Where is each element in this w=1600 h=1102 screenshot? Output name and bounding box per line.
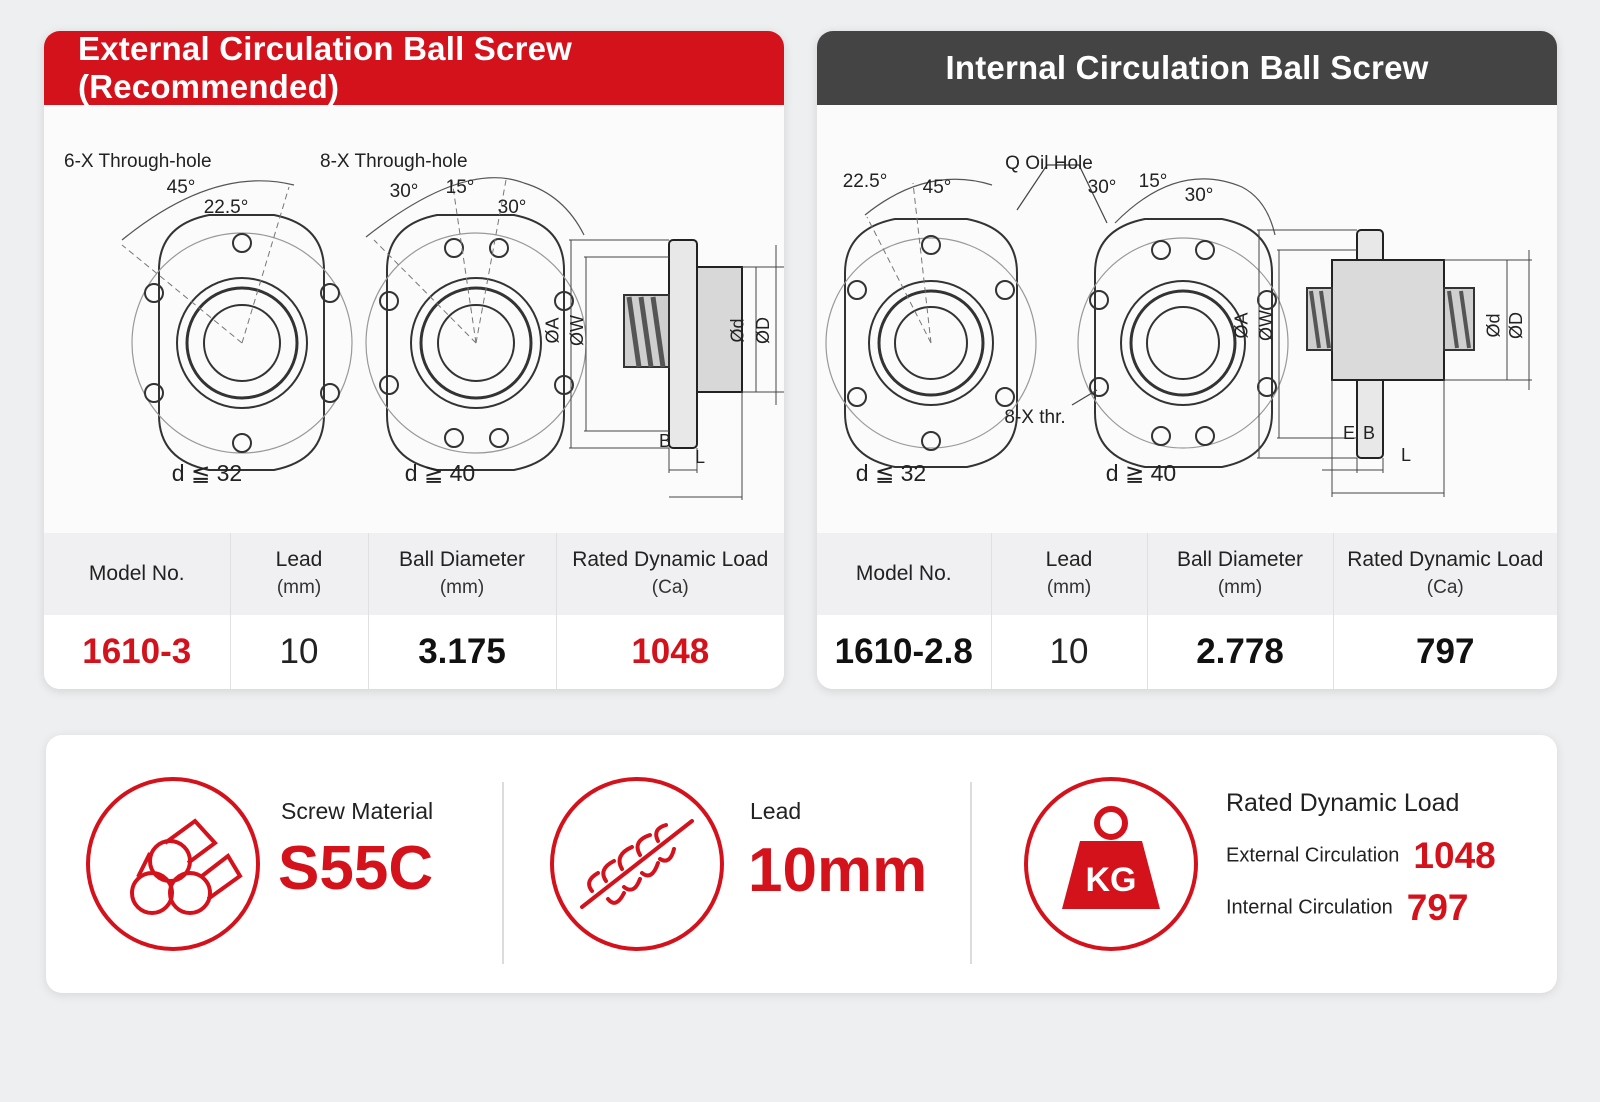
table-row: 1610-2.8 10 2.778 797 xyxy=(817,615,1557,689)
screw-icon xyxy=(550,777,724,951)
cell-rated-dynamic-load: 1048 xyxy=(556,615,784,689)
angle-30-label-a: 30° xyxy=(1087,177,1117,198)
load-internal-label: Internal Circulation xyxy=(1226,896,1393,919)
label-q-oil-hole: Q Oil Hole xyxy=(1005,153,1093,174)
label-8-x-through-hole: 8-X Through-hole xyxy=(320,151,468,172)
table-header-row: Model No. Lead (mm) Ball Diameter (mm) Rat… xyxy=(817,533,1557,615)
material-label: Screw Material xyxy=(281,798,434,824)
header-model-no: Model No. xyxy=(817,533,992,615)
dim-big-d-label: ØD xyxy=(1506,312,1526,339)
kg-icon-text: KG xyxy=(1086,861,1137,899)
angle-30-label-b: 30° xyxy=(497,197,527,218)
load-label: Rated Dynamic Load xyxy=(1226,789,1460,817)
cell-lead: 10 xyxy=(230,615,369,689)
external-drawing: 6-X Through-hole 8-X Through-hole 45° 22… xyxy=(44,105,784,533)
dim-big-d-label: ØD xyxy=(753,317,773,344)
header-ball-diameter: Ball Diameter (mm) xyxy=(368,533,557,615)
internal-technical-drawing xyxy=(825,164,1532,497)
dim-e-label: E xyxy=(1343,423,1356,443)
angle-45-label: 45° xyxy=(922,177,952,198)
header-rated-dynamic-load: Rated Dynamic Load (Ca) xyxy=(1333,533,1557,615)
kg-weight-icon: KG xyxy=(1024,777,1198,951)
label-8-x-thread: 8-X thr. xyxy=(1004,407,1066,428)
header-model-no: Model No. xyxy=(44,533,231,615)
cell-model-no: 1610-2.8 xyxy=(817,615,992,689)
dim-a-label: ØA xyxy=(1231,312,1252,339)
condition-d-ge-40: d ≧ 40 xyxy=(404,460,476,486)
condition-d-le-32: d ≦ 32 xyxy=(171,460,243,486)
dim-small-d-label: Ød xyxy=(1483,313,1504,338)
load-external-value: 1048 xyxy=(1413,835,1496,876)
feature-panel: Screw Material S55C Lead 10mm KG xyxy=(46,735,1557,993)
header-ball-diameter: Ball Diameter (mm) xyxy=(1147,533,1334,615)
condition-d-ge-40: d ≧ 40 xyxy=(1105,460,1177,486)
internal-drawing: Q Oil Hole 8-X thr. 22.5° 45° 30° 15° 30… xyxy=(817,105,1557,533)
angle-22-5-label: 22.5° xyxy=(842,171,888,192)
feature-lead: Lead 10mm xyxy=(516,735,986,993)
dim-l-label: L xyxy=(1401,445,1412,465)
label-6-x-through-hole: 6-X Through-hole xyxy=(64,151,212,172)
dim-b-label: B xyxy=(659,431,672,451)
condition-d-le-32: d ≦ 32 xyxy=(855,460,927,486)
angle-30-label-a: 30° xyxy=(389,181,419,202)
dim-w-label: ØW xyxy=(1256,310,1276,341)
angle-45-label: 45° xyxy=(166,177,196,198)
load-internal-value: 797 xyxy=(1406,887,1469,928)
load-external-label: External Circulation xyxy=(1226,844,1400,867)
feature-rated-dynamic-load: KG Rated Dynamic Load External Circulati… xyxy=(986,735,1557,993)
header-lead: Lead (mm) xyxy=(991,533,1148,615)
dim-l-label: L xyxy=(695,447,706,467)
cell-ball-diameter: 3.175 xyxy=(368,615,557,689)
cell-ball-diameter: 2.778 xyxy=(1147,615,1334,689)
lead-label: Lead xyxy=(750,798,802,824)
internal-spec-table: Model No. Lead (mm) Ball Diameter (mm) Rat… xyxy=(817,533,1557,689)
internal-card-title: Internal Circulation Ball Screw xyxy=(817,31,1557,105)
external-card-title: External Circulation Ball Screw (Recomme… xyxy=(44,31,784,105)
header-rated-dynamic-load: Rated Dynamic Load (Ca) xyxy=(556,533,784,615)
flange-d-ge-40-outline xyxy=(1094,218,1273,468)
table-header-row: Model No. Lead (mm) Ball Diameter (mm) Rat… xyxy=(44,533,784,615)
load-external-row: External Circulation 1048 xyxy=(1226,835,1496,877)
flange-8-hole-outline xyxy=(386,214,565,471)
cell-lead: 10 xyxy=(991,615,1148,689)
angle-15-label: 15° xyxy=(445,177,475,198)
feature-screw-material: Screw Material S55C xyxy=(46,735,516,993)
external-spec-table: Model No. Lead (mm) Ball Diameter (mm) Rat… xyxy=(44,533,784,689)
internal-circulation-card: Internal Circulation Ball Screw xyxy=(817,31,1557,689)
flange-d-le-32-outline xyxy=(844,218,1018,468)
load-internal-row: Internal Circulation 797 xyxy=(1226,887,1468,929)
angle-30-label-b: 30° xyxy=(1184,185,1214,206)
table-row: 1610-3 10 3.175 1048 xyxy=(44,615,784,689)
nut-flange-side xyxy=(668,239,698,449)
dim-w-label: ØW xyxy=(567,315,587,346)
cell-rated-dynamic-load: 797 xyxy=(1333,615,1557,689)
steel-bars-icon xyxy=(86,777,260,951)
nut-body-side xyxy=(1331,259,1445,381)
external-circulation-card: External Circulation Ball Screw (Recomme… xyxy=(44,31,784,689)
lead-value: 10mm xyxy=(748,836,928,905)
flange-6-hole-outline xyxy=(158,214,325,471)
cell-model-no: 1610-3 xyxy=(44,615,231,689)
dim-b-label: B xyxy=(1363,423,1376,443)
feature-divider xyxy=(970,782,972,964)
dim-a-label: ØA xyxy=(542,317,563,344)
header-lead: Lead (mm) xyxy=(230,533,369,615)
material-value: S55C xyxy=(278,834,434,903)
nut-body-side xyxy=(696,266,743,393)
external-technical-drawing xyxy=(121,177,784,500)
dim-small-d-label: Ød xyxy=(727,318,748,343)
angle-15-label: 15° xyxy=(1138,171,1168,192)
angle-22-5-label: 22.5° xyxy=(203,197,249,218)
feature-divider xyxy=(502,782,504,964)
